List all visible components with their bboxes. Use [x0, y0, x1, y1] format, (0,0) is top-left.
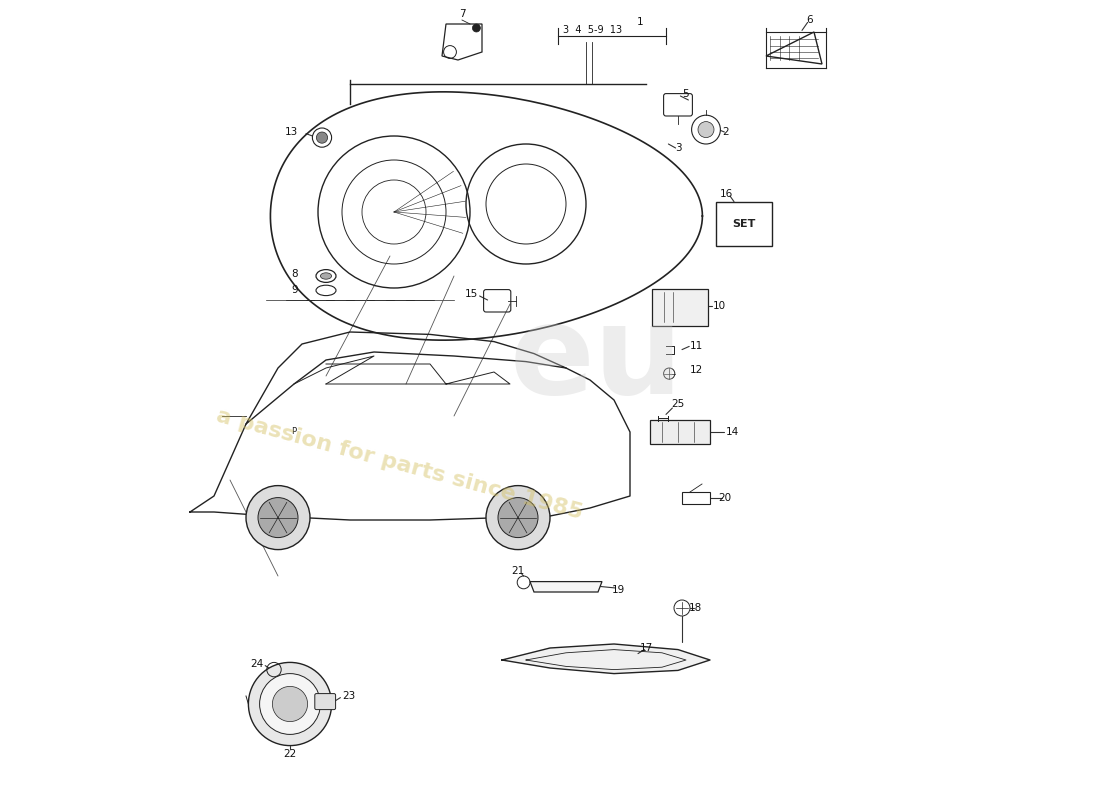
Text: 25: 25: [671, 399, 684, 409]
Circle shape: [317, 132, 328, 143]
Circle shape: [258, 498, 298, 538]
Circle shape: [260, 674, 320, 734]
Circle shape: [472, 24, 481, 32]
Polygon shape: [650, 420, 710, 444]
Text: 21: 21: [512, 566, 525, 576]
FancyBboxPatch shape: [652, 289, 707, 326]
Text: 3: 3: [674, 143, 681, 153]
Text: a passion for parts since 1985: a passion for parts since 1985: [214, 406, 585, 522]
Text: eu: eu: [510, 299, 684, 421]
Text: 16: 16: [719, 189, 733, 198]
Text: 5: 5: [682, 90, 689, 99]
Text: 17: 17: [639, 643, 652, 653]
Text: 8: 8: [292, 269, 298, 278]
Text: 23: 23: [342, 691, 355, 701]
Circle shape: [246, 486, 310, 550]
Circle shape: [486, 486, 550, 550]
Circle shape: [698, 122, 714, 138]
Text: 10: 10: [713, 302, 726, 311]
Text: 13: 13: [285, 127, 298, 137]
Text: 15: 15: [464, 290, 478, 299]
FancyBboxPatch shape: [716, 202, 771, 246]
Text: 9: 9: [292, 286, 298, 295]
Text: 20: 20: [718, 493, 732, 502]
Text: 24: 24: [251, 659, 264, 669]
Text: 3  4  5-9  13: 3 4 5-9 13: [563, 26, 622, 35]
Ellipse shape: [320, 273, 331, 279]
Text: 11: 11: [690, 342, 703, 351]
Text: 1: 1: [637, 18, 644, 27]
Text: P: P: [292, 427, 297, 437]
Text: 22: 22: [284, 749, 297, 758]
FancyBboxPatch shape: [315, 694, 336, 710]
Text: SET: SET: [732, 219, 756, 229]
Text: 6: 6: [806, 15, 813, 25]
Text: 18: 18: [689, 603, 702, 613]
Circle shape: [273, 686, 308, 722]
Circle shape: [498, 498, 538, 538]
Text: 12: 12: [690, 366, 703, 375]
Polygon shape: [502, 644, 710, 674]
Polygon shape: [530, 582, 602, 592]
Circle shape: [249, 662, 331, 746]
Text: 7: 7: [459, 10, 465, 19]
Text: 19: 19: [612, 586, 625, 595]
Text: 2: 2: [723, 127, 729, 137]
Text: 14: 14: [726, 427, 739, 437]
